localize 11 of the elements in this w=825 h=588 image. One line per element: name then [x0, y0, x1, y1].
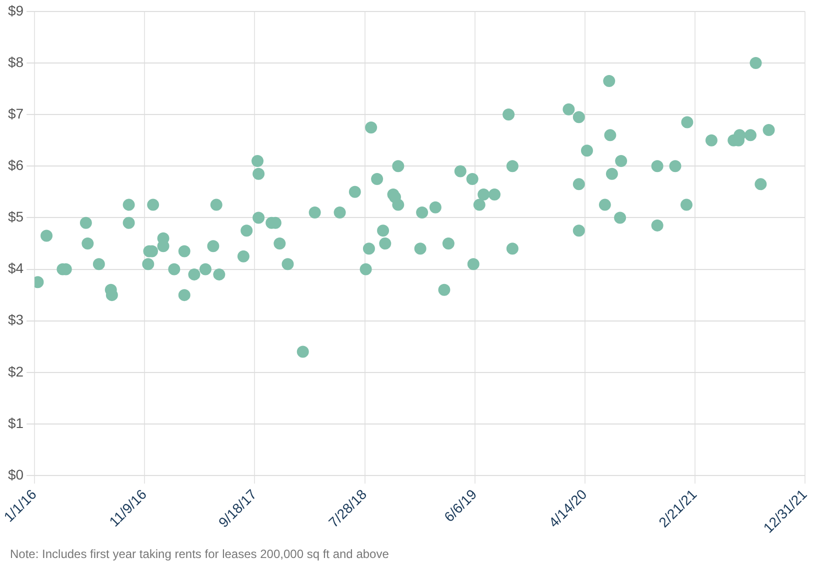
y-tick-label: $4 [8, 260, 24, 276]
y-tick-label: $6 [8, 156, 24, 173]
y-tick-label: $8 [8, 54, 24, 70]
y-tick-label: $2 [8, 363, 24, 380]
y-tick-label: $1 [8, 414, 24, 431]
y-tick-label: $5 [8, 208, 24, 225]
text: Note: Includes first year taking rents for leases 200,000 sq ft and above [10, 546, 389, 563]
y-tick-label: $9 [8, 2, 24, 18]
y-tick-label: $3 [8, 312, 24, 328]
y-tick-label: $0 [8, 466, 24, 482]
y-tick-label: $7 [8, 105, 24, 122]
